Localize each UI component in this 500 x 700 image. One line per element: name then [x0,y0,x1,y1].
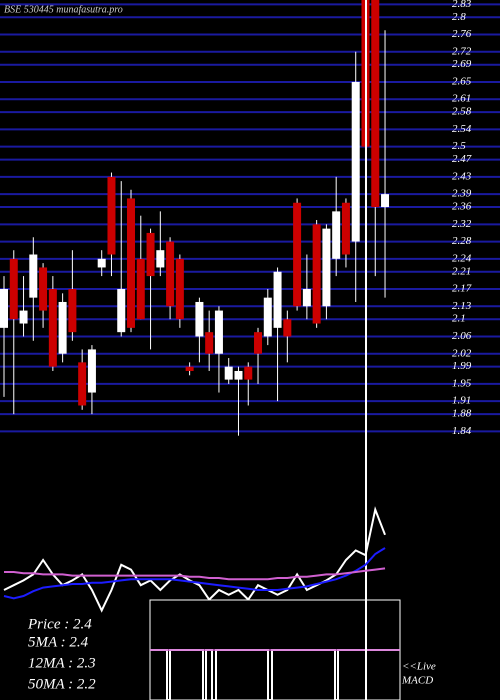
candle-body [48,289,57,367]
y-tick-label: 2.5 [452,140,466,152]
candle-body [224,366,233,380]
live-label: <<Live [402,661,436,673]
candle-body [166,241,175,307]
y-tick-label: 2.21 [452,265,471,277]
candle-body [58,301,67,354]
candle-body [302,289,311,307]
y-tick-label: 2.65 [452,75,472,87]
chart-title: BSE 530445 munafasutra.pro [4,4,123,15]
candle-body [97,258,106,268]
candle-body [195,301,204,337]
candle-body [244,366,253,380]
y-tick-label: 2.69 [452,58,472,70]
y-tick-label: 2.28 [452,235,472,247]
y-tick-label: 1.99 [452,360,472,372]
candle-body [273,271,282,328]
y-tick-label: 1.91 [452,395,471,407]
candle-body [214,310,223,354]
candle-body [341,202,350,255]
y-tick-label: 2.47 [452,153,472,165]
candle-body [29,254,38,298]
price-info: Price : 2.4 [27,616,92,632]
candle-body [205,332,214,354]
ma50-info: 50MA : 2.2 [28,676,96,692]
indicator-panel [3,506,386,613]
candle-body [371,0,380,208]
candle-body [68,289,77,333]
y-tick-label: 2.17 [452,283,472,295]
y-tick-label: 2.8 [452,11,466,23]
candle-body [293,202,302,307]
candle-body [283,319,292,337]
y-tick-label: 2.61 [452,93,471,105]
candle-body [39,267,48,311]
candle-body [381,194,390,208]
ma5-info: 5MA : 2.4 [28,634,89,650]
y-tick-label: 2.1 [452,313,466,325]
indicator-line [3,547,386,600]
candle-body [19,310,28,324]
y-tick-label: 2.72 [452,45,472,57]
candle-body [146,232,155,277]
candle-body [234,370,243,380]
y-tick-label: 2.43 [452,170,472,182]
y-tick-label: 2.54 [452,123,472,135]
candle-body [332,211,341,259]
candle-body [0,289,8,328]
candle-body [254,332,263,354]
candle-body [263,297,272,337]
y-tick-label: 2.83 [452,0,472,10]
y-tick-label: 2.02 [452,347,472,359]
macd-label: MACD [401,675,433,687]
y-tick-label: 2.24 [452,252,472,264]
candle-body [185,366,194,371]
ma12-info: 12MA : 2.3 [28,655,96,671]
candle-body [312,224,321,324]
y-tick-label: 2.13 [452,300,472,312]
y-tick-label: 2.76 [452,28,472,40]
y-tick-label: 2.32 [452,218,472,230]
candle-body [175,258,184,320]
y-tick-label: 2.58 [452,106,472,118]
candle-body [156,250,165,268]
y-tick-label: 1.88 [452,408,472,420]
candle-body [107,176,116,255]
candle-body [351,81,360,242]
candle-body [117,289,126,333]
y-tick-label: 1.84 [452,425,472,437]
y-tick-label: 2.06 [452,330,472,342]
candle-body [136,258,145,320]
macd-line [150,649,400,700]
candle-body [322,228,331,307]
candle-body [78,362,87,406]
candle-body [9,258,18,320]
candle-body [127,198,136,328]
y-tick-label: 2.39 [452,188,472,200]
indicator-line [4,567,386,581]
candle-body [87,349,96,393]
y-tick-label: 2.36 [452,201,472,213]
y-tick-label: 1.95 [452,377,472,389]
